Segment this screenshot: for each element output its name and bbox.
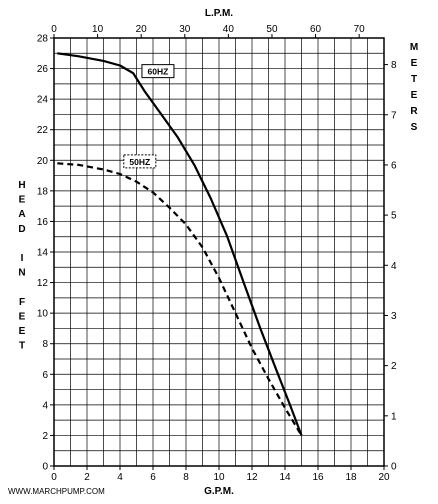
y-right-axis-title-letter: E <box>411 58 418 69</box>
y-right-tick-label: 6 <box>391 160 397 171</box>
y-right-tick-label: 1 <box>391 411 397 422</box>
y-right-axis-title-letter: E <box>411 90 418 101</box>
x-top-tick-label: 40 <box>223 24 235 35</box>
y-left-tick-label: 6 <box>42 370 48 381</box>
series-line-60hz <box>57 52 303 436</box>
axis-labels: L.P.M.G.P.M.HEADINFEETMETERSWWW.MARCHPUM… <box>8 8 418 497</box>
y-left-axis-title-letter: F <box>19 297 25 308</box>
series-label-60hz: 60HZ <box>148 67 169 77</box>
y-left-tick-label: 0 <box>42 462 48 473</box>
y-left-tick-label: 22 <box>37 125 49 136</box>
series-label-box <box>123 154 157 169</box>
x-top-tick-label: 30 <box>179 24 191 35</box>
x-top-axis-title: L.P.M. <box>205 8 233 19</box>
y-right-tick-label: 5 <box>391 211 397 222</box>
series-label-box <box>141 64 175 79</box>
y-right-tick-label: 3 <box>391 311 397 322</box>
x-top-tick-label: 10 <box>92 24 104 35</box>
y-left-axis-title-letter: N <box>18 268 25 279</box>
y-left-axis-title-letter: E <box>19 326 26 337</box>
y-right-axis-title-letter: R <box>410 106 418 117</box>
x-bottom-tick-label: 10 <box>213 472 225 483</box>
x-bottom-tick-label: 20 <box>378 472 390 483</box>
y-right-axis-title-letter: T <box>411 74 417 85</box>
series: 60HZ 50HZ <box>57 52 303 436</box>
y-left-tick-label: 24 <box>37 95 49 106</box>
y-left-axis-title-letter: D <box>18 224 25 235</box>
series-line-50hz <box>57 162 303 436</box>
y-right-axis-title-letter: M <box>410 42 418 53</box>
series-label-50hz: 50HZ <box>129 157 150 167</box>
x-bottom-tick-label: 16 <box>312 472 324 483</box>
y-left-tick-label: 20 <box>37 156 49 167</box>
y-left-tick-label: 18 <box>37 186 49 197</box>
y-left-axis-title-letter: E <box>19 195 26 206</box>
x-top-tick-label: 50 <box>266 24 278 35</box>
y-left-axis-title-letter: I <box>21 253 24 264</box>
x-bottom-tick-label: 12 <box>246 472 258 483</box>
x-top-tick-label: 60 <box>310 24 322 35</box>
y-right-axis-title-letter: S <box>411 122 418 133</box>
y-left-tick-label: 14 <box>37 248 49 259</box>
x-bottom-axis-title: G.P.M. <box>204 486 234 497</box>
footer-website: WWW.MARCHPUMP.COM <box>8 487 105 496</box>
y-left-axis-title-letter: T <box>19 341 25 352</box>
y-right-tick-label: 4 <box>391 261 397 272</box>
x-bottom-tick-label: 8 <box>183 472 189 483</box>
x-bottom-tick-label: 2 <box>84 472 90 483</box>
y-right-tick-label: 2 <box>391 361 397 372</box>
x-bottom-tick-label: 4 <box>117 472 123 483</box>
x-top-tick-label: 70 <box>354 24 366 35</box>
y-left-axis-title-letter: E <box>19 311 26 322</box>
grid <box>53 37 385 467</box>
y-left-axis-title-letter: A <box>18 209 25 220</box>
x-bottom-tick-label: 14 <box>279 472 291 483</box>
y-left-tick-label: 2 <box>42 431 48 442</box>
y-left-tick-label: 8 <box>42 339 48 350</box>
y-left-tick-label: 28 <box>37 34 49 45</box>
x-bottom-tick-label: 18 <box>345 472 357 483</box>
x-bottom-tick-label: 0 <box>51 472 57 483</box>
x-top-tick-label: 0 <box>51 24 57 35</box>
y-right-tick-label: 8 <box>391 60 397 71</box>
y-left-tick-label: 4 <box>42 400 48 411</box>
y-left-axis-title-letter: H <box>18 180 25 191</box>
y-right-tick-label: 7 <box>391 110 397 121</box>
y-left-tick-label: 16 <box>37 217 49 228</box>
x-top-tick-label: 20 <box>136 24 148 35</box>
y-left-tick-label: 12 <box>37 278 49 289</box>
x-bottom-tick-label: 6 <box>150 472 156 483</box>
y-left-tick-label: 26 <box>37 64 49 75</box>
y-left-tick-label: 10 <box>37 309 49 320</box>
y-right-tick-label: 0 <box>391 462 397 473</box>
tick-labels: 0 2 4 6 8 10 12 14 16 18 200 10 20 30 40 50 60 7002468101… <box>37 24 397 483</box>
